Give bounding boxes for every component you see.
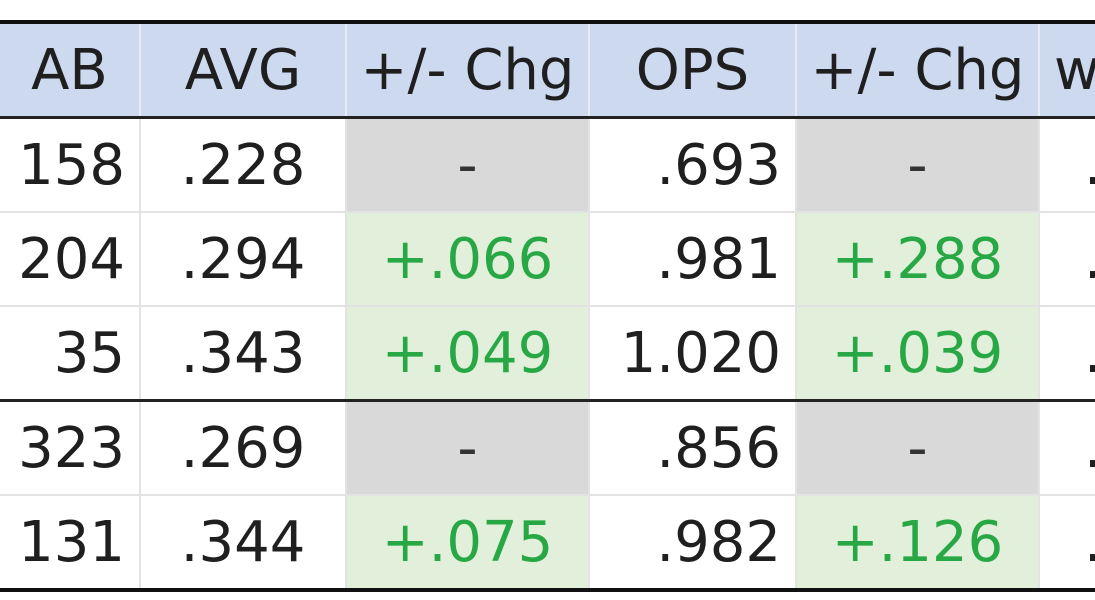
header-avg[interactable]: AVG (140, 22, 347, 119)
header-w[interactable]: w (1039, 22, 1095, 119)
table-row: 131 .344 +.075 .982 +.126 . (0, 495, 1095, 592)
cell-ops[interactable]: .982 (589, 495, 797, 592)
cell-ops-change[interactable]: - (796, 400, 1040, 496)
cell-ops[interactable]: .981 (589, 212, 797, 307)
cell-ab[interactable]: 204 (0, 212, 141, 307)
cell-avg[interactable]: .228 (140, 117, 347, 213)
header-ab[interactable]: AB (0, 22, 141, 119)
cell-ab[interactable]: 35 (0, 306, 141, 402)
cell-ops-change[interactable]: - (796, 117, 1040, 213)
cell-ops[interactable]: .693 (589, 117, 797, 213)
cell-w[interactable]: . (1039, 117, 1095, 213)
cell-ops[interactable]: 1.020 (589, 306, 797, 402)
header-ops-change[interactable]: +/- Chg (796, 22, 1040, 119)
header-ops[interactable]: OPS (589, 22, 797, 119)
cell-avg-change[interactable]: +.066 (346, 212, 590, 307)
cell-ops-change[interactable]: +.039 (796, 306, 1040, 402)
cell-ab[interactable]: 158 (0, 117, 141, 213)
table-row: 204 .294 +.066 .981 +.288 . (0, 212, 1095, 307)
header-row: AB AVG +/- Chg OPS +/- Chg w (0, 22, 1095, 119)
table-row: 158 .228 - .693 - . (0, 117, 1095, 213)
cell-w[interactable]: . (1039, 306, 1095, 402)
table-row: 35 .343 +.049 1.020 +.039 . (0, 306, 1095, 402)
cell-w[interactable]: . (1039, 495, 1095, 592)
cell-avg-change[interactable]: - (346, 400, 590, 496)
cell-ab[interactable]: 131 (0, 495, 141, 592)
cell-avg[interactable]: .344 (140, 495, 347, 592)
cell-avg[interactable]: .294 (140, 212, 347, 307)
stats-table: AB AVG +/- Chg OPS +/- Chg w 158 .228 - … (0, 20, 1095, 592)
cell-w[interactable]: . (1039, 212, 1095, 307)
cell-ops-change[interactable]: +.288 (796, 212, 1040, 307)
cell-avg[interactable]: .343 (140, 306, 347, 402)
cell-ab[interactable]: 323 (0, 400, 141, 496)
cell-ops-change[interactable]: +.126 (796, 495, 1040, 592)
cell-avg-change[interactable]: +.075 (346, 495, 590, 592)
table-row: 323 .269 - .856 - . (0, 400, 1095, 496)
cell-avg-change[interactable]: +.049 (346, 306, 590, 402)
header-avg-change[interactable]: +/- Chg (346, 22, 590, 119)
cell-avg[interactable]: .269 (140, 400, 347, 496)
cell-ops[interactable]: .856 (589, 400, 797, 496)
cell-avg-change[interactable]: - (346, 117, 590, 213)
cell-w[interactable]: . (1039, 400, 1095, 496)
